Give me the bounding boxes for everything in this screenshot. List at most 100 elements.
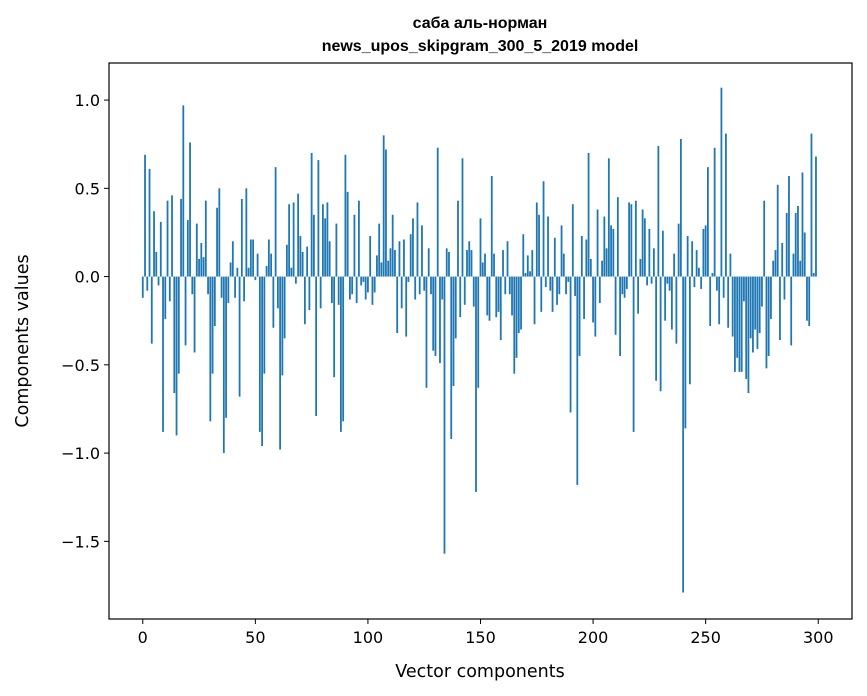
bar bbox=[592, 276, 594, 323]
bar bbox=[763, 200, 766, 277]
bar bbox=[700, 276, 703, 289]
bar bbox=[355, 276, 358, 304]
bar bbox=[612, 228, 615, 277]
bar bbox=[486, 276, 489, 316]
bar bbox=[526, 255, 529, 277]
bar bbox=[400, 276, 403, 309]
bar bbox=[508, 276, 511, 295]
bar bbox=[731, 276, 734, 337]
bars-group bbox=[141, 87, 817, 593]
bar bbox=[213, 276, 216, 326]
bar bbox=[409, 234, 412, 277]
bar bbox=[677, 223, 680, 277]
bar bbox=[785, 213, 788, 277]
y-tick-label: −1.5 bbox=[61, 532, 100, 551]
bar bbox=[427, 248, 430, 277]
bar bbox=[326, 202, 329, 277]
x-axis-label: Vector components bbox=[395, 662, 564, 682]
bar bbox=[430, 276, 432, 295]
bar bbox=[709, 276, 712, 326]
bar bbox=[407, 276, 410, 282]
bar bbox=[628, 202, 631, 277]
bar bbox=[191, 276, 194, 295]
bar bbox=[207, 276, 209, 295]
bar bbox=[450, 276, 453, 439]
bar bbox=[412, 218, 414, 277]
bar bbox=[601, 260, 603, 277]
bar bbox=[745, 276, 748, 379]
bar bbox=[258, 276, 261, 432]
bar bbox=[495, 276, 498, 318]
bar bbox=[589, 258, 592, 277]
bar bbox=[583, 276, 585, 319]
bar bbox=[610, 225, 612, 277]
bar bbox=[556, 276, 558, 305]
bar bbox=[166, 200, 169, 277]
bar bbox=[472, 276, 475, 307]
bar bbox=[328, 241, 331, 277]
bar bbox=[398, 241, 401, 277]
bar bbox=[661, 230, 664, 277]
bar bbox=[490, 175, 493, 277]
bar bbox=[684, 276, 687, 429]
bar bbox=[157, 276, 160, 286]
bar bbox=[670, 276, 673, 330]
bar bbox=[376, 255, 378, 277]
bar bbox=[794, 213, 797, 277]
bar bbox=[779, 276, 781, 341]
bar bbox=[542, 181, 545, 277]
bar bbox=[439, 276, 441, 364]
bar bbox=[382, 135, 385, 277]
bar bbox=[294, 276, 297, 284]
bar bbox=[159, 221, 162, 277]
bar bbox=[380, 262, 383, 277]
bar bbox=[801, 172, 804, 277]
bar bbox=[373, 276, 376, 293]
bar bbox=[281, 276, 284, 376]
bar bbox=[202, 257, 205, 277]
bar bbox=[648, 228, 651, 277]
bar bbox=[468, 241, 471, 277]
bar bbox=[182, 105, 185, 277]
bar bbox=[738, 276, 741, 372]
bar bbox=[220, 276, 223, 298]
bar bbox=[231, 241, 234, 277]
bar bbox=[513, 276, 516, 374]
bar bbox=[711, 273, 714, 277]
bar bbox=[335, 223, 338, 277]
bar bbox=[484, 253, 486, 277]
bar bbox=[416, 202, 419, 277]
bar bbox=[218, 188, 221, 277]
bar bbox=[540, 276, 543, 312]
bar bbox=[364, 276, 367, 300]
bar bbox=[639, 258, 642, 277]
bar bbox=[274, 167, 277, 277]
bar bbox=[349, 276, 351, 300]
bar bbox=[734, 276, 736, 372]
bar bbox=[736, 276, 739, 358]
bar bbox=[567, 276, 570, 282]
bar bbox=[222, 276, 225, 454]
bar bbox=[643, 218, 646, 277]
bar bbox=[254, 276, 257, 281]
bar bbox=[445, 248, 448, 277]
bar bbox=[432, 276, 435, 351]
bar bbox=[650, 276, 653, 284]
bar bbox=[436, 147, 439, 277]
bar bbox=[621, 276, 624, 295]
bar bbox=[565, 276, 567, 295]
bar bbox=[270, 253, 273, 277]
bar bbox=[605, 248, 608, 277]
bar bbox=[177, 276, 180, 374]
bar bbox=[544, 276, 547, 288]
bar bbox=[740, 276, 743, 372]
bar bbox=[358, 200, 360, 277]
bar bbox=[403, 239, 405, 277]
bar bbox=[749, 276, 752, 339]
bar bbox=[308, 276, 311, 311]
bar bbox=[578, 276, 581, 357]
bar bbox=[418, 276, 421, 295]
bar bbox=[743, 276, 745, 302]
bar bbox=[209, 276, 212, 422]
bar bbox=[441, 276, 444, 300]
